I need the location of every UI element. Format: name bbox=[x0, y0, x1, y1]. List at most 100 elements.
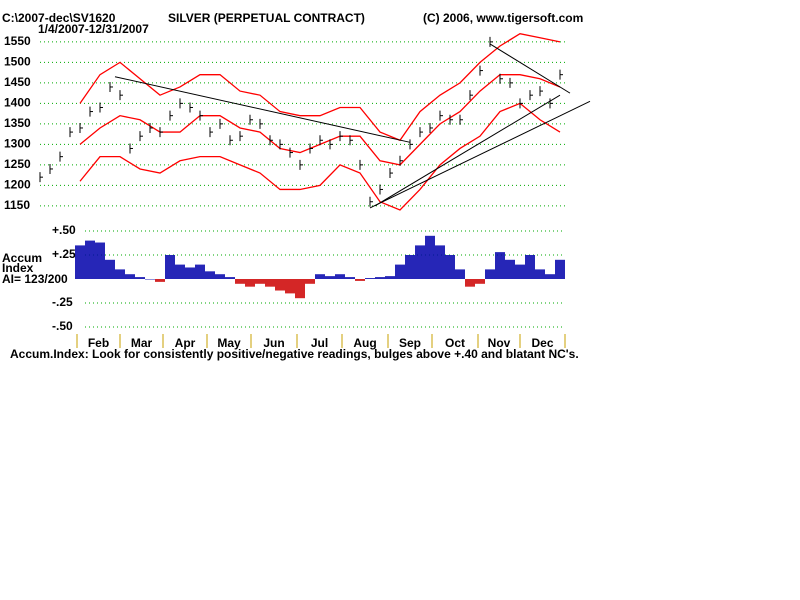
accum-bar bbox=[285, 279, 295, 294]
accum-bar bbox=[205, 271, 215, 279]
y-tick-label: 1250 bbox=[4, 157, 31, 171]
price-bar bbox=[239, 131, 243, 142]
accum-bar bbox=[385, 276, 395, 279]
chart-title: SILVER (PERPETUAL CONTRACT) bbox=[168, 11, 365, 25]
x-tick-label: Feb bbox=[88, 336, 109, 350]
price-bar bbox=[219, 118, 223, 129]
price-bar bbox=[79, 122, 83, 133]
price-bar bbox=[409, 139, 413, 150]
price-bar bbox=[439, 110, 443, 121]
price-bar bbox=[499, 73, 503, 84]
price-bar bbox=[459, 114, 463, 125]
accum-bar bbox=[415, 245, 425, 279]
price-bar bbox=[309, 143, 313, 154]
price-bar bbox=[269, 135, 273, 146]
accum-bar bbox=[375, 277, 385, 279]
accum-bar bbox=[195, 264, 205, 279]
accum-bar bbox=[425, 235, 435, 279]
price-bar bbox=[449, 114, 453, 125]
price-bar bbox=[319, 135, 323, 146]
x-tick-label: Jul bbox=[311, 336, 328, 350]
price-bar bbox=[299, 159, 303, 170]
accum-bar bbox=[275, 279, 285, 291]
x-tick-label: Dec bbox=[531, 336, 553, 350]
accum-bar bbox=[155, 279, 165, 282]
price-bar bbox=[139, 131, 143, 142]
price-bar bbox=[49, 163, 53, 174]
accum-bar bbox=[265, 279, 275, 287]
accum-label: Accum bbox=[2, 251, 42, 265]
accum-bar bbox=[445, 255, 455, 279]
accum-bar bbox=[335, 274, 345, 279]
accum-bar bbox=[225, 277, 235, 279]
accum-ai: AI= 123/200 bbox=[2, 272, 68, 286]
price-bar bbox=[39, 172, 43, 183]
price-bar bbox=[149, 122, 153, 133]
price-bar bbox=[509, 77, 513, 88]
file-label: C:\2007-dec\SV1620 bbox=[2, 11, 116, 25]
footer: Accum.Index: Look for consistently posit… bbox=[10, 347, 579, 361]
y-tick-label: 1150 bbox=[4, 198, 30, 212]
price-bar bbox=[249, 114, 253, 125]
x-tick-label: Nov bbox=[488, 336, 511, 350]
price-bar bbox=[539, 86, 543, 97]
accum-bar bbox=[115, 269, 125, 279]
accum-bar bbox=[455, 269, 465, 279]
price-bar bbox=[289, 147, 293, 158]
accum-bar bbox=[435, 245, 445, 279]
accum-bar bbox=[85, 240, 95, 279]
accum-bar bbox=[475, 279, 485, 284]
y-tick-label: 1500 bbox=[4, 55, 31, 69]
accum-bar bbox=[235, 279, 245, 284]
accum-bar bbox=[325, 276, 335, 279]
trendline bbox=[374, 94, 561, 207]
accum-bar bbox=[495, 252, 505, 279]
trendline bbox=[489, 43, 571, 94]
accum-bar bbox=[295, 279, 305, 299]
accum-tick-label: -.50 bbox=[52, 319, 73, 333]
price-bar bbox=[429, 122, 433, 133]
price-bar bbox=[339, 131, 343, 142]
x-tick-label: Sep bbox=[399, 336, 421, 350]
y-tick-label: 1400 bbox=[4, 96, 31, 110]
price-bar bbox=[109, 81, 113, 92]
accum-bar bbox=[175, 264, 185, 279]
price-bar bbox=[209, 127, 213, 138]
price-bar bbox=[189, 102, 193, 113]
price-bar bbox=[69, 127, 73, 138]
copyright: (C) 2006, www.tigersoft.com bbox=[423, 11, 583, 25]
price-bar bbox=[399, 155, 403, 166]
month-dividers bbox=[76, 334, 566, 348]
x-tick-label: Oct bbox=[445, 336, 465, 350]
y-tick-label: 1450 bbox=[4, 75, 31, 89]
accum-bar bbox=[165, 255, 175, 279]
price-bar bbox=[369, 196, 373, 207]
x-tick-label: Mar bbox=[131, 336, 153, 350]
price-bar bbox=[359, 159, 363, 170]
accum-bar bbox=[255, 279, 265, 284]
price-bar bbox=[519, 98, 523, 109]
y-tick-label: 1350 bbox=[4, 116, 31, 130]
price-bar bbox=[279, 139, 283, 150]
accum-bar bbox=[545, 274, 555, 279]
accum-bar bbox=[395, 264, 405, 279]
price-bar bbox=[549, 98, 553, 109]
x-tick-label: Apr bbox=[175, 336, 196, 350]
accum-bar bbox=[315, 274, 325, 279]
accum-bar bbox=[125, 274, 135, 279]
accum-bar bbox=[405, 255, 415, 279]
accum-bar bbox=[525, 255, 535, 279]
trendline bbox=[114, 76, 411, 143]
price-bar bbox=[349, 135, 353, 146]
x-tick-label: Aug bbox=[353, 336, 376, 350]
price-bar bbox=[469, 90, 473, 101]
price-bar bbox=[129, 143, 133, 154]
price-bar bbox=[89, 106, 93, 117]
price-bar bbox=[59, 151, 63, 162]
accum-bar bbox=[135, 277, 145, 279]
date-range: 1/4/2007-12/31/2007 bbox=[38, 22, 149, 36]
trendline bbox=[369, 100, 591, 209]
accum-bar bbox=[75, 245, 85, 279]
price-bar bbox=[489, 36, 493, 47]
